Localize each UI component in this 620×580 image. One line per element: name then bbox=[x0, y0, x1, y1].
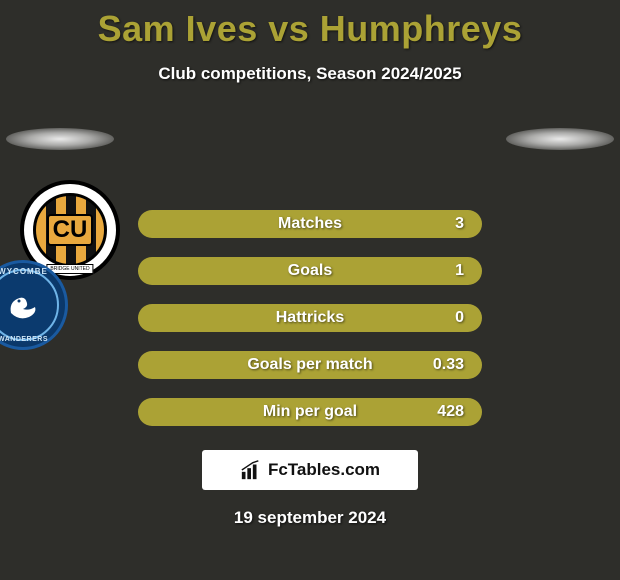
player-shadow-left bbox=[6, 128, 114, 150]
player-shadow-right bbox=[506, 128, 614, 150]
subtitle: Club competitions, Season 2024/2025 bbox=[0, 64, 620, 84]
stat-value: 0 bbox=[455, 309, 464, 327]
brand-label: FcTables.com bbox=[268, 460, 380, 480]
stat-label: Goals bbox=[288, 262, 332, 280]
stat-row: Hattricks 0 bbox=[138, 304, 482, 332]
stat-row: Matches 3 bbox=[138, 210, 482, 238]
stat-value: 428 bbox=[437, 403, 464, 421]
stat-row: Goals per match 0.33 bbox=[138, 351, 482, 379]
bars-icon bbox=[240, 459, 262, 481]
stat-row: Goals 1 bbox=[138, 257, 482, 285]
brand-box[interactable]: FcTables.com bbox=[202, 450, 418, 490]
crest-right-bottom-text: WANDERERS bbox=[0, 336, 48, 343]
crest-left-abbrev: CU bbox=[47, 214, 94, 246]
stat-label: Goals per match bbox=[247, 356, 372, 374]
stat-value: 0.33 bbox=[433, 356, 464, 374]
date-label: 19 september 2024 bbox=[0, 508, 620, 528]
stat-value: 1 bbox=[455, 262, 464, 280]
crest-right-top-text: WYCOMBE bbox=[0, 267, 48, 276]
page-title: Sam Ives vs Humphreys bbox=[0, 0, 620, 50]
stat-label: Hattricks bbox=[276, 309, 344, 327]
stat-row: Min per goal 428 bbox=[138, 398, 482, 426]
stat-label: Matches bbox=[278, 215, 342, 233]
stat-label: Min per goal bbox=[263, 403, 357, 421]
stat-value: 3 bbox=[455, 215, 464, 233]
